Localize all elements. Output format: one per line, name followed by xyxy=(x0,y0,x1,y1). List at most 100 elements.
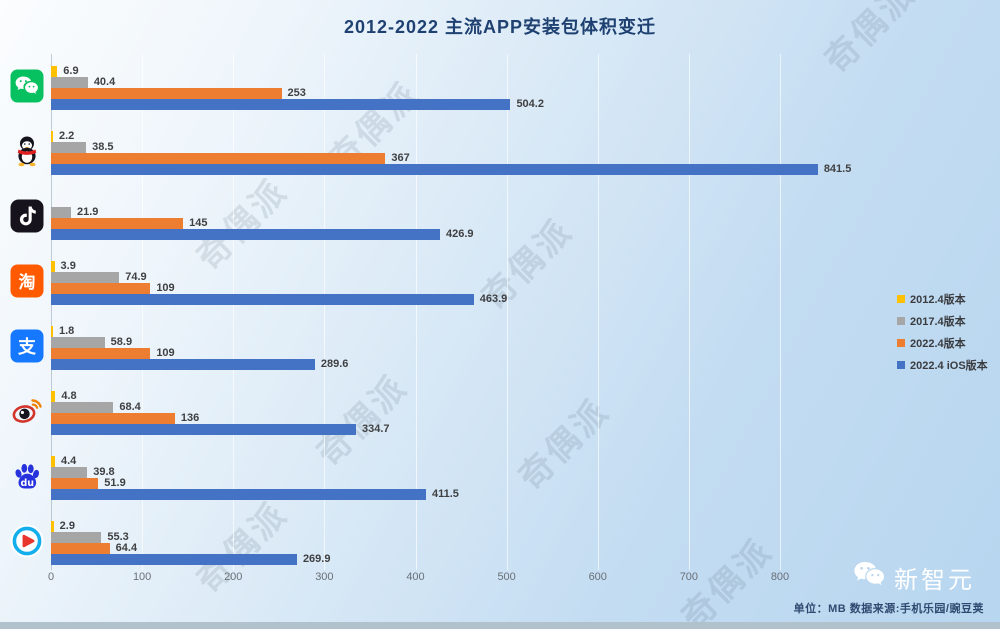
gridline-300 xyxy=(324,54,326,570)
wechat-icon xyxy=(10,69,44,103)
bar-2017.4版本-支付宝 xyxy=(51,337,105,348)
bar-2022.4版本-微信 xyxy=(51,88,282,99)
bar-2012.4版本-支付宝 xyxy=(51,326,53,337)
x-tick-label: 300 xyxy=(315,571,334,583)
bar-2017.4版本-优酷 xyxy=(51,532,102,543)
gridline-400 xyxy=(415,54,417,570)
taobao-icon: 淘 xyxy=(10,264,44,298)
x-tick-label: 400 xyxy=(406,571,425,583)
legend-label: 2022.4 iOS版本 xyxy=(910,360,988,372)
weibo-icon xyxy=(10,394,44,428)
legend-swatch xyxy=(897,339,905,347)
legend-swatch xyxy=(897,317,905,325)
gridline-200 xyxy=(233,54,235,570)
legend-item-2017.4版本: 2017.4版本 xyxy=(897,315,988,328)
svg-text:du: du xyxy=(21,478,35,489)
bar-value-label: 55.3 xyxy=(107,531,129,543)
bar-value-label: 109 xyxy=(156,282,175,294)
chart-title: 2012-2022 主流APP安装包体积变迁 xyxy=(343,17,657,37)
bar-2022.4版本-微博 xyxy=(51,413,175,424)
bar-2012.4版本-微博 xyxy=(51,391,56,402)
bar-value-label: 4.4 xyxy=(61,455,77,467)
brand-badge: 新智元 xyxy=(852,560,975,595)
youku-icon xyxy=(10,524,44,558)
bar-2022.4版本-QQ xyxy=(51,153,386,164)
qq-icon xyxy=(10,134,44,168)
bar-2022.4 iOS版本-QQ xyxy=(51,164,818,175)
bar-2017.4版本-微信 xyxy=(51,77,88,88)
bar-2017.4版本-QQ xyxy=(51,142,87,153)
legend-label: 2012.4版本 xyxy=(910,294,966,306)
bar-value-label: 51.9 xyxy=(104,477,126,489)
legend-label: 2022.4版本 xyxy=(910,338,966,350)
bar-value-label: 6.9 xyxy=(63,65,79,77)
gridline-500 xyxy=(506,54,508,570)
x-tick-label: 100 xyxy=(132,571,152,583)
bar-value-label: 38.5 xyxy=(92,141,114,153)
bar-value-label: 367 xyxy=(391,152,410,164)
gridline-800 xyxy=(780,54,781,570)
bar-2012.4版本-淘宝 xyxy=(51,261,55,272)
x-tick-label: 800 xyxy=(770,571,790,583)
baidu-icon: du xyxy=(10,459,44,493)
bar-2022.4版本-百度 xyxy=(51,478,99,489)
svg-text:支: 支 xyxy=(17,336,37,358)
bar-value-label: 253 xyxy=(287,87,306,99)
x-tick-label: 700 xyxy=(679,571,699,583)
bar-value-label: 426.9 xyxy=(446,228,474,240)
unit-and-source-note: 单位：MB 数据来源:手机乐园/豌豆荚 xyxy=(793,603,984,615)
chart-legend: 2012.4版本 2017.4版本 2022.4版本 2022.4 iOS版本 xyxy=(897,293,988,381)
bar-2022.4版本-支付宝 xyxy=(51,348,151,359)
gridline-0 xyxy=(51,54,52,570)
legend-item-2012.4版本: 2012.4版本 xyxy=(897,293,988,306)
bar-value-label: 4.8 xyxy=(61,390,77,402)
bar-value-label: 109 xyxy=(156,347,175,359)
bar-value-label: 2.2 xyxy=(59,130,75,142)
douyin-icon xyxy=(10,199,44,233)
bar-2017.4版本-淘宝 xyxy=(51,272,120,283)
bar-value-label: 136 xyxy=(180,412,200,424)
bar-value-label: 289.6 xyxy=(320,358,349,370)
bar-value-label: 504.2 xyxy=(516,98,544,110)
bar-2022.4版本-优酷 xyxy=(51,543,110,554)
bar-2022.4 iOS版本-优酷 xyxy=(51,554,297,565)
bar-2022.4 iOS版本-百度 xyxy=(51,489,426,500)
bar-2022.4版本-淘宝 xyxy=(51,283,151,294)
bar-2022.4 iOS版本-淘宝 xyxy=(51,294,474,305)
watermark-text: 奇偶派 xyxy=(511,391,618,498)
bar-2012.4版本-百度 xyxy=(51,456,55,467)
bar-value-label: 269.9 xyxy=(302,553,331,565)
bar-2012.4版本-微信 xyxy=(51,66,58,77)
gridline-700 xyxy=(688,54,690,570)
bar-2017.4版本-抖音 xyxy=(51,207,71,218)
brand-name: 新智元 xyxy=(894,567,975,594)
bar-value-label: 334.7 xyxy=(361,423,390,435)
legend-item-2022.4 iOS版本: 2022.4 iOS版本 xyxy=(897,359,988,372)
legend-label: 2017.4版本 xyxy=(910,316,966,328)
bottom-strip xyxy=(0,622,1000,629)
alipay-icon: 支 xyxy=(10,329,44,363)
bar-value-label: 463.9 xyxy=(479,293,508,305)
bar-value-label: 2.9 xyxy=(59,520,75,532)
bar-2022.4版本-抖音 xyxy=(51,218,184,229)
bar-2022.4 iOS版本-抖音 xyxy=(51,229,440,240)
legend-item-2022.4版本: 2022.4版本 xyxy=(897,337,988,350)
x-tick-label: 0 xyxy=(47,571,55,583)
bar-value-label: 58.9 xyxy=(110,336,133,348)
bar-2022.4 iOS版本-微博 xyxy=(51,424,356,435)
bar-value-label: 64.4 xyxy=(115,542,138,554)
bar-value-label: 40.4 xyxy=(93,76,116,88)
wechat-logo-icon xyxy=(852,560,886,595)
bar-2012.4版本-QQ xyxy=(51,131,53,142)
bar-value-label: 21.9 xyxy=(76,206,99,218)
x-tick-label: 600 xyxy=(588,571,607,583)
bar-value-label: 411.5 xyxy=(431,488,459,500)
bar-2022.4 iOS版本-支付宝 xyxy=(51,359,315,370)
bar-2017.4版本-百度 xyxy=(51,467,88,478)
watermark-text: 奇偶派 xyxy=(189,494,296,601)
bar-2012.4版本-优酷 xyxy=(51,521,54,532)
legend-swatch xyxy=(897,295,905,303)
watermark-text: 奇偶派 xyxy=(309,367,416,474)
bar-2017.4版本-微博 xyxy=(51,402,114,413)
